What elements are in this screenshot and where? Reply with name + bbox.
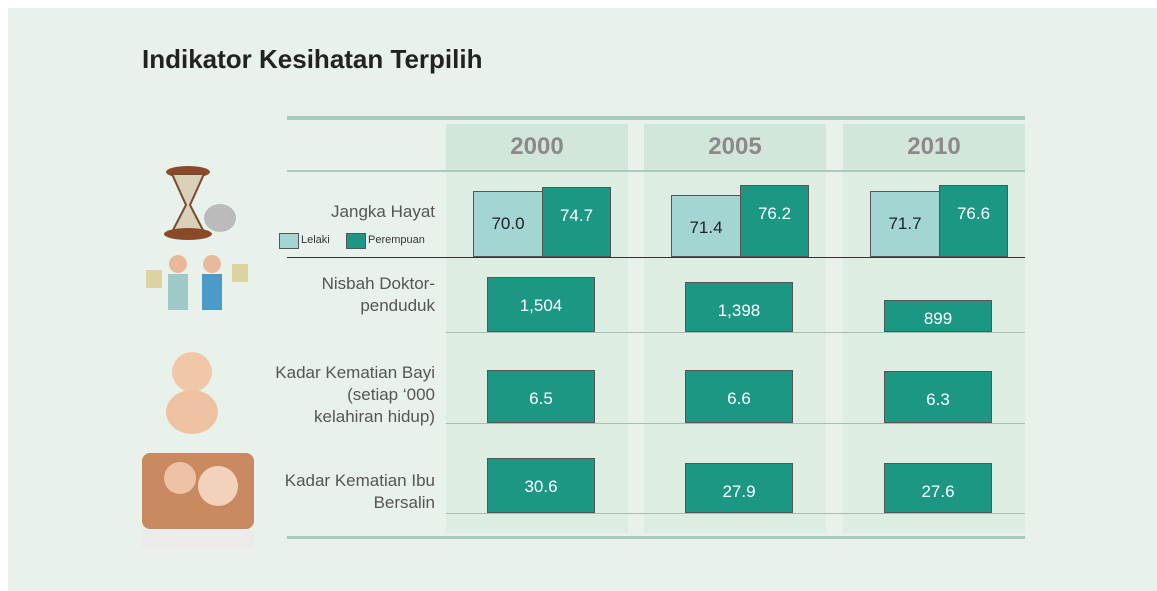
doctors-icon bbox=[146, 255, 248, 310]
value-box: 6.5 bbox=[487, 370, 595, 423]
value-box: 27.6 bbox=[884, 463, 992, 513]
value-box: 1,504 bbox=[487, 277, 595, 332]
icons bbox=[140, 160, 260, 560]
male-box: 71.4 bbox=[671, 195, 741, 257]
bottom-rule bbox=[287, 536, 1025, 539]
year-header: 2005 bbox=[644, 124, 826, 170]
value-box: 27.9 bbox=[685, 463, 793, 513]
row-label: Jangka Hayat bbox=[275, 201, 435, 223]
male-box: 71.7 bbox=[870, 191, 940, 257]
baby-icon bbox=[166, 352, 218, 434]
top-rule bbox=[287, 116, 1025, 120]
page: Indikator Kesihatan Terpilih 2000 2005 201… bbox=[0, 0, 1157, 591]
hourglass-icon bbox=[164, 166, 236, 240]
male-box: 70.0 bbox=[473, 191, 543, 257]
legend-swatch bbox=[346, 233, 366, 249]
row-rule bbox=[287, 257, 1025, 258]
female-box: 76.2 bbox=[740, 185, 809, 257]
value-box: 1,398 bbox=[685, 282, 793, 332]
female-box: 74.7 bbox=[542, 187, 611, 257]
mother-baby-icon bbox=[142, 453, 254, 548]
title: Indikator Kesihatan Terpilih bbox=[142, 44, 482, 75]
year-header: 2000 bbox=[446, 124, 628, 170]
value-box: 899 bbox=[884, 300, 992, 332]
header-rule bbox=[287, 170, 1025, 172]
female-box: 76.6 bbox=[939, 185, 1008, 257]
row-label: Kadar Kematian Bayi (setiap ‘000 kelahir… bbox=[275, 362, 435, 428]
row-rule bbox=[446, 423, 1025, 424]
legend-label: Perempuan bbox=[368, 233, 425, 247]
row-label: Kadar Kematian Ibu Bersalin bbox=[275, 470, 435, 514]
row-label: Nisbah Doktor-penduduk bbox=[275, 273, 435, 317]
value-box: 30.6 bbox=[487, 458, 595, 513]
legend-swatch bbox=[279, 233, 299, 249]
legend-label: Lelaki bbox=[301, 233, 330, 247]
value-box: 6.6 bbox=[685, 370, 793, 423]
row-rule bbox=[446, 513, 1025, 514]
value-box: 6.3 bbox=[884, 371, 992, 423]
year-header: 2010 bbox=[843, 124, 1025, 170]
row-rule bbox=[446, 332, 1025, 333]
